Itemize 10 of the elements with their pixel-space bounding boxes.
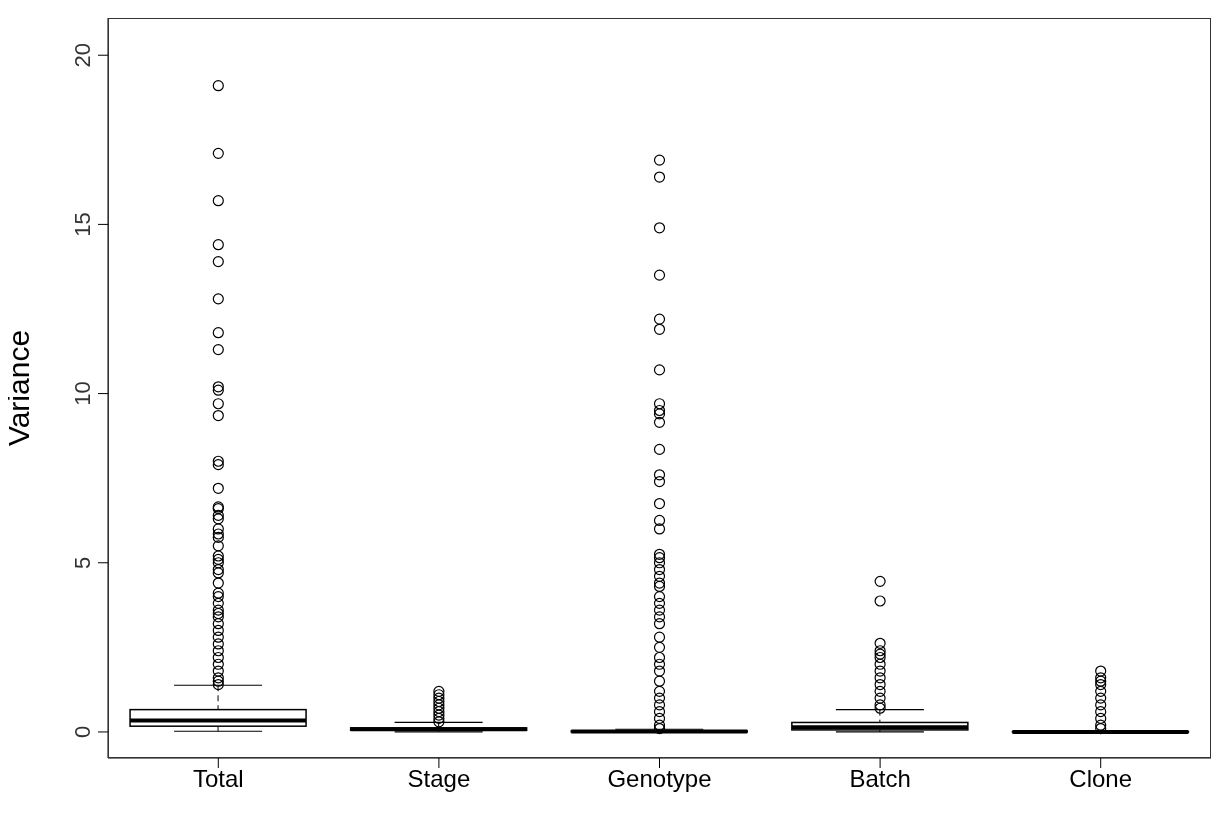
y-tick-label: 0 — [70, 725, 95, 739]
x-tick-label: Total — [192, 765, 244, 793]
y-tick-label: 20 — [70, 42, 95, 68]
x-tick-label: Stage — [407, 765, 471, 793]
y-tick-label: 10 — [70, 381, 95, 406]
y-tick-label: 15 — [70, 212, 95, 237]
x-tick-label: Clone — [1069, 765, 1133, 793]
y-tick-label: 5 — [70, 556, 95, 569]
x-tick-label: Genotype — [607, 765, 712, 793]
x-tick-label: Batch — [849, 765, 911, 793]
